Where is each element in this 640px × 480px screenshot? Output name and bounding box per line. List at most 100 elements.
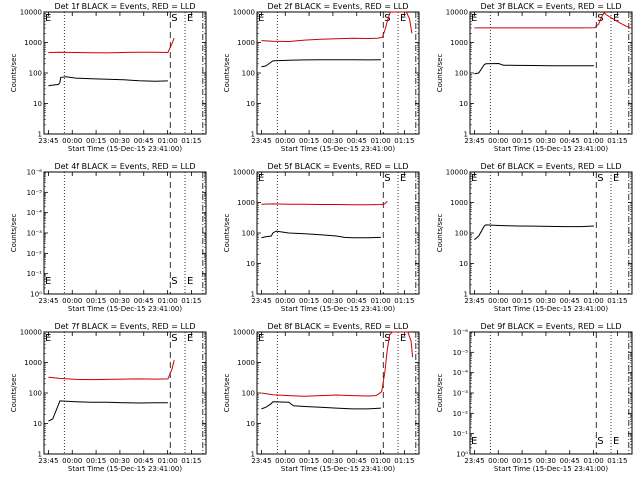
y-tick-label: 10 xyxy=(246,100,255,108)
y-tick-label: 1 xyxy=(251,291,255,299)
chart-panel-1: Det 1f BLACK = Events, RED = LLD 1 10 100 10… xyxy=(10,2,207,153)
chart-panel-8: Det 8f BLACK = Events, RED = LLD 1 10 100 10… xyxy=(223,322,420,473)
y-tick-label: 10⁻² xyxy=(27,250,43,258)
y-tick-label: 10⁰ xyxy=(456,451,468,459)
start-marker-label: S xyxy=(597,436,603,447)
y-tick-label: 10⁻³ xyxy=(27,230,43,238)
y-tick-label: 10000 xyxy=(233,9,255,17)
x-tick-label: 00:45 xyxy=(560,137,580,145)
x-tick-label: 01:15 xyxy=(394,457,414,465)
start-marker-label: S xyxy=(171,333,177,344)
plot-frame xyxy=(469,11,633,135)
y-tick-label: 1 xyxy=(38,451,42,459)
y-tick-label: 10⁻³ xyxy=(453,390,469,398)
x-tick-label: 01:15 xyxy=(394,297,414,305)
plot-frame xyxy=(43,11,207,135)
y-tick-label: 10 xyxy=(246,260,255,268)
x-tick-label: 00:15 xyxy=(512,457,532,465)
series-lld-line xyxy=(48,359,175,381)
left-edge-marker-label: E xyxy=(258,333,264,344)
chart-title: Det 4f BLACK = Events, RED = LLD xyxy=(54,162,195,171)
series-events-line xyxy=(48,400,168,422)
x-tick-label: 01:00 xyxy=(370,457,390,465)
x-tick-label: 23:45 xyxy=(38,137,58,145)
x-tick-label: 01:15 xyxy=(394,137,414,145)
y-tick-label: 1000 xyxy=(450,39,468,47)
x-tick-label: 01:15 xyxy=(181,137,201,145)
y-tick-label: 1000 xyxy=(450,199,468,207)
x-tick-label: 00:30 xyxy=(110,457,130,465)
y-tick-label: 10 xyxy=(33,100,42,108)
y-tick-label: 10⁻¹ xyxy=(453,430,469,438)
x-tick-label: 23:45 xyxy=(38,457,58,465)
y-tick-label: 100 xyxy=(29,70,42,78)
end-marker-label: E xyxy=(187,276,193,287)
x-tick-label: 00:30 xyxy=(536,457,556,465)
start-marker-label: S xyxy=(597,13,603,24)
plot-frame xyxy=(469,331,633,455)
y-tick-label: 10000 xyxy=(446,9,468,17)
chart-title: Det 7f BLACK = Events, RED = LLD xyxy=(54,322,195,331)
x-tick-label: 01:15 xyxy=(607,297,627,305)
y-tick-label: 1000 xyxy=(24,359,42,367)
x-tick-label: 00:15 xyxy=(86,137,106,145)
x-tick-label: 00:45 xyxy=(347,457,367,465)
x-tick-label: 00:00 xyxy=(275,457,295,465)
x-tick-label: 00:00 xyxy=(488,137,508,145)
series-lld-line xyxy=(261,331,414,397)
plot-frame xyxy=(43,171,207,295)
end-marker-label: E xyxy=(400,173,406,184)
chart-title: Det 8f BLACK = Events, RED = LLD xyxy=(267,322,408,331)
x-tick-label: 23:45 xyxy=(464,297,484,305)
y-tick-label: 10 xyxy=(459,260,468,268)
y-axis-label: Counts/sec xyxy=(10,374,18,413)
y-tick-label: 1 xyxy=(464,291,468,299)
left-edge-marker-label: E xyxy=(471,13,477,24)
x-tick-label: 00:15 xyxy=(299,297,319,305)
x-tick-label: 00:30 xyxy=(536,137,556,145)
x-tick-label: 00:15 xyxy=(86,297,106,305)
y-tick-label: 10000 xyxy=(20,329,42,337)
y-axis-label: Counts/sec xyxy=(436,214,444,253)
chart-panel-5: Det 5f BLACK = Events, RED = LLD 1 10 100 10… xyxy=(223,162,420,313)
x-axis-label: Start Time (15-Dec-15 23:41:00) xyxy=(494,465,608,473)
x-tick-label: 00:30 xyxy=(323,457,343,465)
start-marker-label: S xyxy=(384,333,390,344)
y-tick-label: 10⁻⁵ xyxy=(453,349,469,357)
x-tick-label: 00:30 xyxy=(110,297,130,305)
chart-panel-3: Det 3f BLACK = Events, RED = LLD 1 10 100 10… xyxy=(436,2,633,153)
x-tick-label: 01:00 xyxy=(157,137,177,145)
y-tick-label: 100 xyxy=(29,390,42,398)
end-marker-label: E xyxy=(613,173,619,184)
x-tick-label: 23:45 xyxy=(464,137,484,145)
y-tick-label: 100 xyxy=(242,70,255,78)
left-edge-marker-label: E xyxy=(471,173,477,184)
x-axis-label: Start Time (15-Dec-15 23:41:00) xyxy=(494,145,608,153)
y-tick-label: 10⁻² xyxy=(453,410,469,418)
chart-panel-7: Det 7f BLACK = Events, RED = LLD 1 10 100 10… xyxy=(10,322,207,473)
x-tick-label: 00:45 xyxy=(134,297,154,305)
y-tick-label: 10⁻⁶ xyxy=(453,329,469,337)
y-tick-label: 10⁻⁴ xyxy=(27,209,43,217)
y-tick-label: 1000 xyxy=(237,359,255,367)
x-axis-label: Start Time (15-Dec-15 23:41:00) xyxy=(68,145,182,153)
y-tick-label: 10⁰ xyxy=(30,291,42,299)
chart-title: Det 6f BLACK = Events, RED = LLD xyxy=(480,162,621,171)
x-axis-label: Start Time (15-Dec-15 23:41:00) xyxy=(281,305,395,313)
y-axis-label: Counts/sec xyxy=(436,54,444,93)
x-tick-label: 01:15 xyxy=(181,457,201,465)
y-tick-label: 10⁻⁶ xyxy=(27,169,43,177)
x-tick-label: 00:00 xyxy=(62,457,82,465)
left-edge-marker-label: E xyxy=(471,436,477,447)
x-axis-label: Start Time (15-Dec-15 23:41:00) xyxy=(68,305,182,313)
plot-frame xyxy=(469,171,633,295)
x-tick-label: 00:30 xyxy=(323,137,343,145)
x-tick-label: 23:45 xyxy=(251,137,271,145)
plot-frame xyxy=(256,11,420,135)
x-tick-label: 01:00 xyxy=(583,137,603,145)
plot-frame xyxy=(256,331,420,455)
series-lld-line xyxy=(48,37,175,54)
x-tick-label: 00:00 xyxy=(488,297,508,305)
chart-panel-6: Det 6f BLACK = Events, RED = LLD 1 10 100 10… xyxy=(436,162,633,313)
y-tick-label: 1 xyxy=(464,131,468,139)
